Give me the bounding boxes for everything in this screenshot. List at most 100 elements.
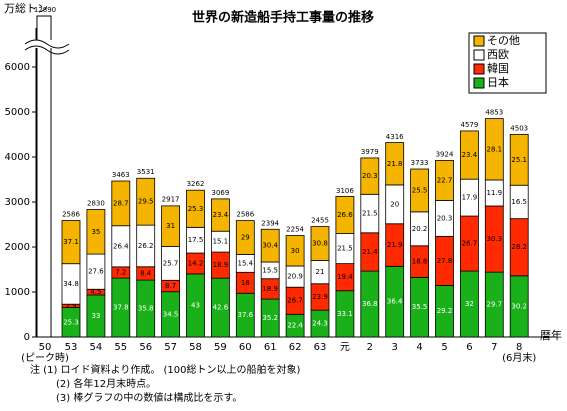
bar-segment [435,160,454,201]
segment-label: 25.3 [63,318,79,326]
bar-segment [484,118,504,181]
legend-label: 日本 [487,75,509,89]
total-label: 12890 [34,6,56,14]
segment-label: 2.9 [65,302,76,310]
segment-label: 21.5 [362,210,378,218]
x-tick-label: 7 [491,342,497,353]
segment-label: 23.9 [312,293,328,301]
x-axis-title: 暦年 [540,328,562,342]
total-label: 3531 [137,168,155,176]
segment-label: 37.6 [238,311,254,319]
bar-segment [210,198,230,232]
axis-break [25,40,71,48]
segment-label: 27.8 [437,257,453,265]
x-tick-label: 2 [367,342,373,353]
segment-label: 20.2 [412,225,428,233]
segment-label: 42.6 [213,304,229,312]
axis-break [24,45,70,55]
total-label: 3262 [187,180,205,188]
axis-break [24,39,70,49]
total-label: 3463 [112,171,130,179]
x-tick-label: 59 [214,342,227,353]
segment-label: 33 [91,312,100,320]
x-tick-label: 4 [416,342,422,353]
bar-segment [111,180,131,227]
segment-label: 15.1 [213,238,229,246]
segment-label: 37.8 [113,304,129,312]
y-tick-label: 6000 [5,62,30,73]
bar-segment [260,228,280,263]
legend-label: 西欧 [487,48,509,61]
segment-label: 24.3 [312,320,328,328]
legend-swatch [473,35,485,47]
bar-segment [310,226,330,261]
segment-label: 21.9 [387,241,403,249]
segment-label: 17.9 [462,194,478,202]
segment-label: 29.5 [138,198,154,206]
legend-label: 韓国 [487,62,509,75]
total-label: 2254 [286,226,304,234]
x-tick-label: 3 [392,342,398,353]
y-tick-label: 0 [24,332,30,343]
segment-label: 37.1 [63,238,79,246]
segment-label: 18.8 [412,258,428,266]
segment-label: 18 [241,279,250,287]
x-tick-label: 56 [139,342,152,353]
bar-segment [136,177,156,226]
bar [36,15,52,338]
segment-label: 26.6 [337,211,353,219]
segment-label: 30.3 [487,235,503,243]
segment-label: 11.9 [487,189,503,197]
y-tick-label: 2000 [5,242,30,253]
total-label: 3106 [336,187,354,195]
segment-label: 26.7 [462,240,478,248]
x-tick-label: 60 [239,342,252,353]
x-tick-label: 62 [289,342,302,353]
segment-label: 25.3 [188,205,204,213]
segment-label: 36.4 [387,298,403,306]
segment-label: 18.9 [262,285,278,293]
total-label: 2917 [162,196,180,204]
bar-segment [509,133,529,186]
segment-label: 23.4 [213,211,229,219]
total-label: 4503 [510,124,528,132]
total-label: 4853 [485,109,503,117]
bar-segment [285,235,305,267]
segment-label: 16.5 [511,198,527,206]
segment-label: 20 [390,200,399,208]
segment-label: 26.4 [113,242,129,250]
total-label: 2394 [261,219,279,227]
note: 注 (1) ロイド資料より作成。 (100総トン以上の船舶を対象) [30,363,300,376]
x-tick-note: (ピーク時) [21,352,69,364]
segment-label: 34.8 [63,280,79,288]
segment-label: 29 [241,234,250,242]
total-label: 2455 [311,217,329,225]
segment-label: 31 [166,222,175,230]
segment-label: 18.9 [213,261,229,269]
segment-label: 8.7 [165,282,176,290]
x-tick-label: 54 [90,342,103,353]
segment-label: 17.5 [188,236,204,244]
x-tick-label: 5 [441,342,447,353]
bar-segment [186,189,205,228]
segment-label: 20.3 [437,214,453,222]
y-axis-title: 万総トン [4,1,48,15]
segment-label: 30.8 [312,240,328,248]
y-tick-label: 3000 [5,197,30,208]
segment-label: 25.5 [412,186,428,194]
segment-label: 43 [191,301,200,309]
segment-label: 30.4 [262,242,278,250]
segment-label: 7.2 [115,268,126,276]
segment-label: 4.5 [90,288,101,296]
segment-label: 22.4 [287,322,303,330]
segment-label: 35 [91,228,100,236]
segment-label: 35.2 [262,314,278,322]
x-tick-label: 6 [466,342,472,353]
x-tick-label: 50 [39,342,52,353]
note: (3) 棒グラフの中の数値は構成比を示す。 [56,391,242,404]
bar-segment [161,205,181,247]
x-tick-note: (6月末) [502,351,536,364]
segment-label: 23.4 [462,151,478,159]
legend-swatch [473,63,485,75]
